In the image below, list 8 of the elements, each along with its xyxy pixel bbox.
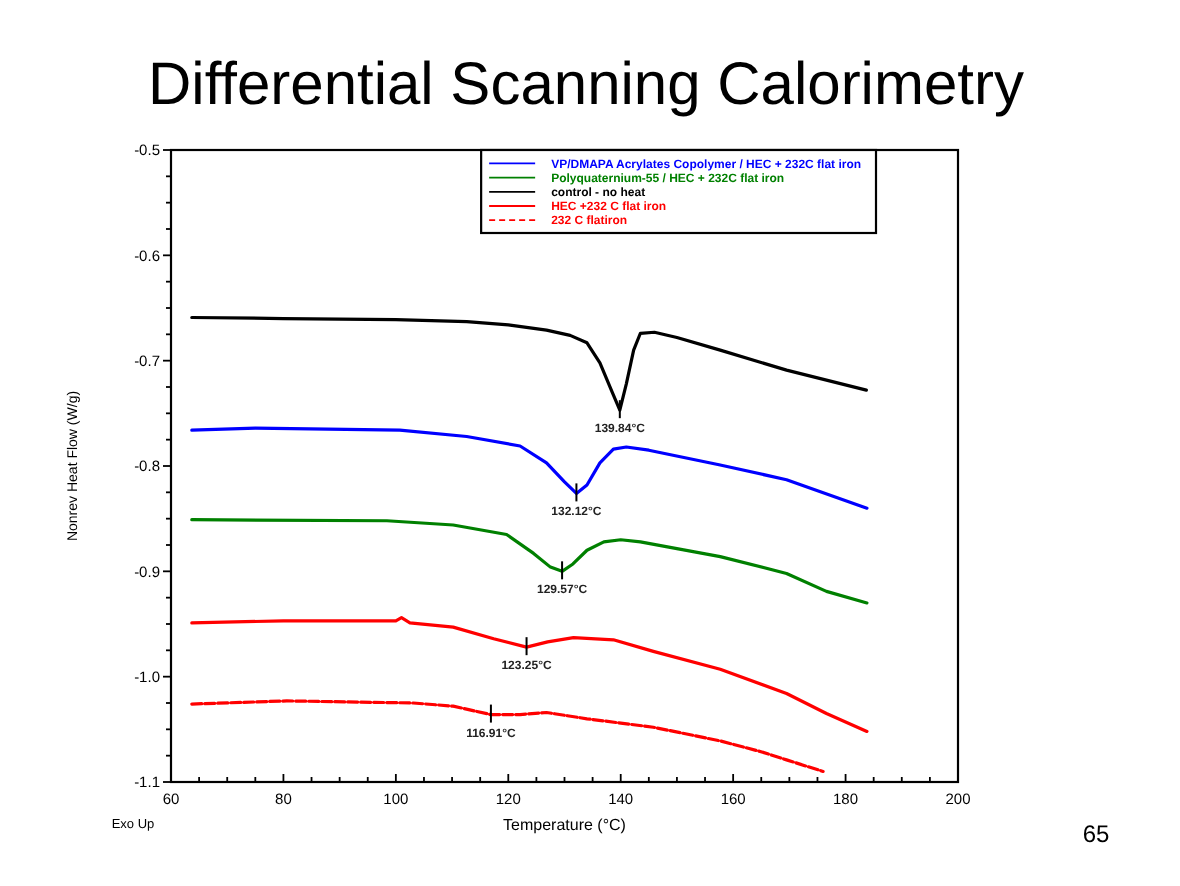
line-series	[190, 315, 868, 412]
line-series	[190, 699, 825, 774]
chart-title: Differential Scanning Calorimetry	[148, 52, 1024, 118]
text: 65	[1082, 820, 1110, 848]
line-series	[190, 518, 869, 605]
line-series	[190, 616, 869, 734]
line-series	[190, 426, 869, 510]
x-axis-title: Temperature (°C)	[503, 816, 627, 834]
